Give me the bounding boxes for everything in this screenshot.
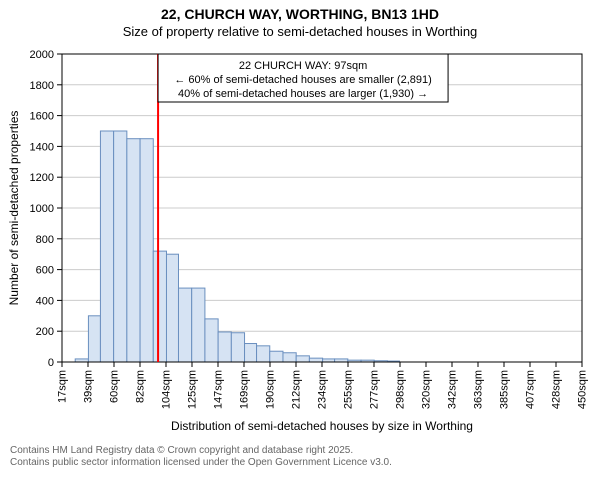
histogram-bar <box>140 138 153 361</box>
histogram-bar <box>218 332 231 362</box>
y-tick-label: 800 <box>36 234 54 246</box>
y-tick-label: 400 <box>36 295 54 307</box>
y-tick-label: 1400 <box>30 141 54 153</box>
y-tick-label: 200 <box>36 326 54 338</box>
y-tick-label: 600 <box>36 264 54 276</box>
footer-line-2: Contains public sector information licen… <box>10 457 600 470</box>
histogram-bar <box>127 138 140 361</box>
annotation-line: 22 CHURCH WAY: 97sqm <box>239 60 367 72</box>
x-tick-label: 104sqm <box>160 370 172 409</box>
x-tick-label: 407sqm <box>524 370 536 409</box>
x-tick-label: 212sqm <box>290 370 302 409</box>
x-tick-label: 298sqm <box>394 370 406 409</box>
x-tick-label: 450sqm <box>576 370 588 409</box>
histogram-bar <box>296 356 309 362</box>
x-tick-label: 234sqm <box>316 370 328 409</box>
x-tick-label: 169sqm <box>238 370 250 409</box>
histogram-bar <box>166 254 178 362</box>
title-line-2: Size of property relative to semi-detach… <box>0 24 600 40</box>
x-tick-label: 39sqm <box>82 370 94 403</box>
x-tick-label: 255sqm <box>342 370 354 409</box>
y-axis-label: Number of semi-detached properties <box>7 110 21 305</box>
x-tick-label: 82sqm <box>134 370 146 403</box>
histogram-svg: 0 200 400 600 800 1000 1200 1400 1600 1800 2000 17s… <box>0 40 600 440</box>
histogram-bar <box>231 332 244 361</box>
x-tick-label: 17sqm <box>56 370 68 403</box>
x-tick-label: 385sqm <box>498 370 510 409</box>
y-tick-label: 1200 <box>30 172 54 184</box>
histogram-bar <box>88 316 100 362</box>
histogram-bar <box>245 343 257 361</box>
annotation-line: ← 60% of semi-detached houses are smalle… <box>174 74 431 86</box>
histogram-plot: 0 200 400 600 800 1000 1200 1400 1600 1800 2000 17s… <box>0 40 600 445</box>
histogram-bar <box>114 131 127 362</box>
x-tick-label: 60sqm <box>108 370 120 403</box>
x-tick-label: 125sqm <box>186 370 198 409</box>
x-tick-label: 277sqm <box>368 370 380 409</box>
chart-title: 22, CHURCH WAY, WORTHING, BN13 1HD Size … <box>0 0 600 40</box>
histogram-bar <box>205 319 218 362</box>
y-tick-label: 0 <box>48 357 54 369</box>
histogram-bar <box>192 288 205 362</box>
x-tick-label: 190sqm <box>264 370 276 409</box>
histogram-bar <box>270 351 283 362</box>
y-tick-label: 1000 <box>30 203 54 215</box>
histogram-bar <box>283 353 296 362</box>
x-tick-label: 428sqm <box>550 370 562 409</box>
title-line-1: 22, CHURCH WAY, WORTHING, BN13 1HD <box>0 6 600 24</box>
x-tick-label: 320sqm <box>420 370 432 409</box>
histogram-bar <box>153 251 166 362</box>
x-tick-label: 342sqm <box>446 370 458 409</box>
histogram-bar <box>100 131 113 362</box>
histogram-bar <box>178 288 191 362</box>
annotation-line: 40% of semi-detached houses are larger (… <box>178 88 428 100</box>
x-axis-label: Distribution of semi-detached houses by … <box>171 419 473 433</box>
footer-line-1: Contains HM Land Registry data © Crown c… <box>10 445 600 458</box>
histogram-bar <box>257 346 270 362</box>
y-tick-label: 2000 <box>30 49 54 61</box>
y-tick-label: 1800 <box>30 80 54 92</box>
x-tick-label: 147sqm <box>212 370 224 409</box>
x-tick-label: 363sqm <box>472 370 484 409</box>
attribution-footer: Contains HM Land Registry data © Crown c… <box>0 445 600 470</box>
y-tick-label: 1600 <box>30 110 54 122</box>
histogram-bar <box>309 358 322 362</box>
